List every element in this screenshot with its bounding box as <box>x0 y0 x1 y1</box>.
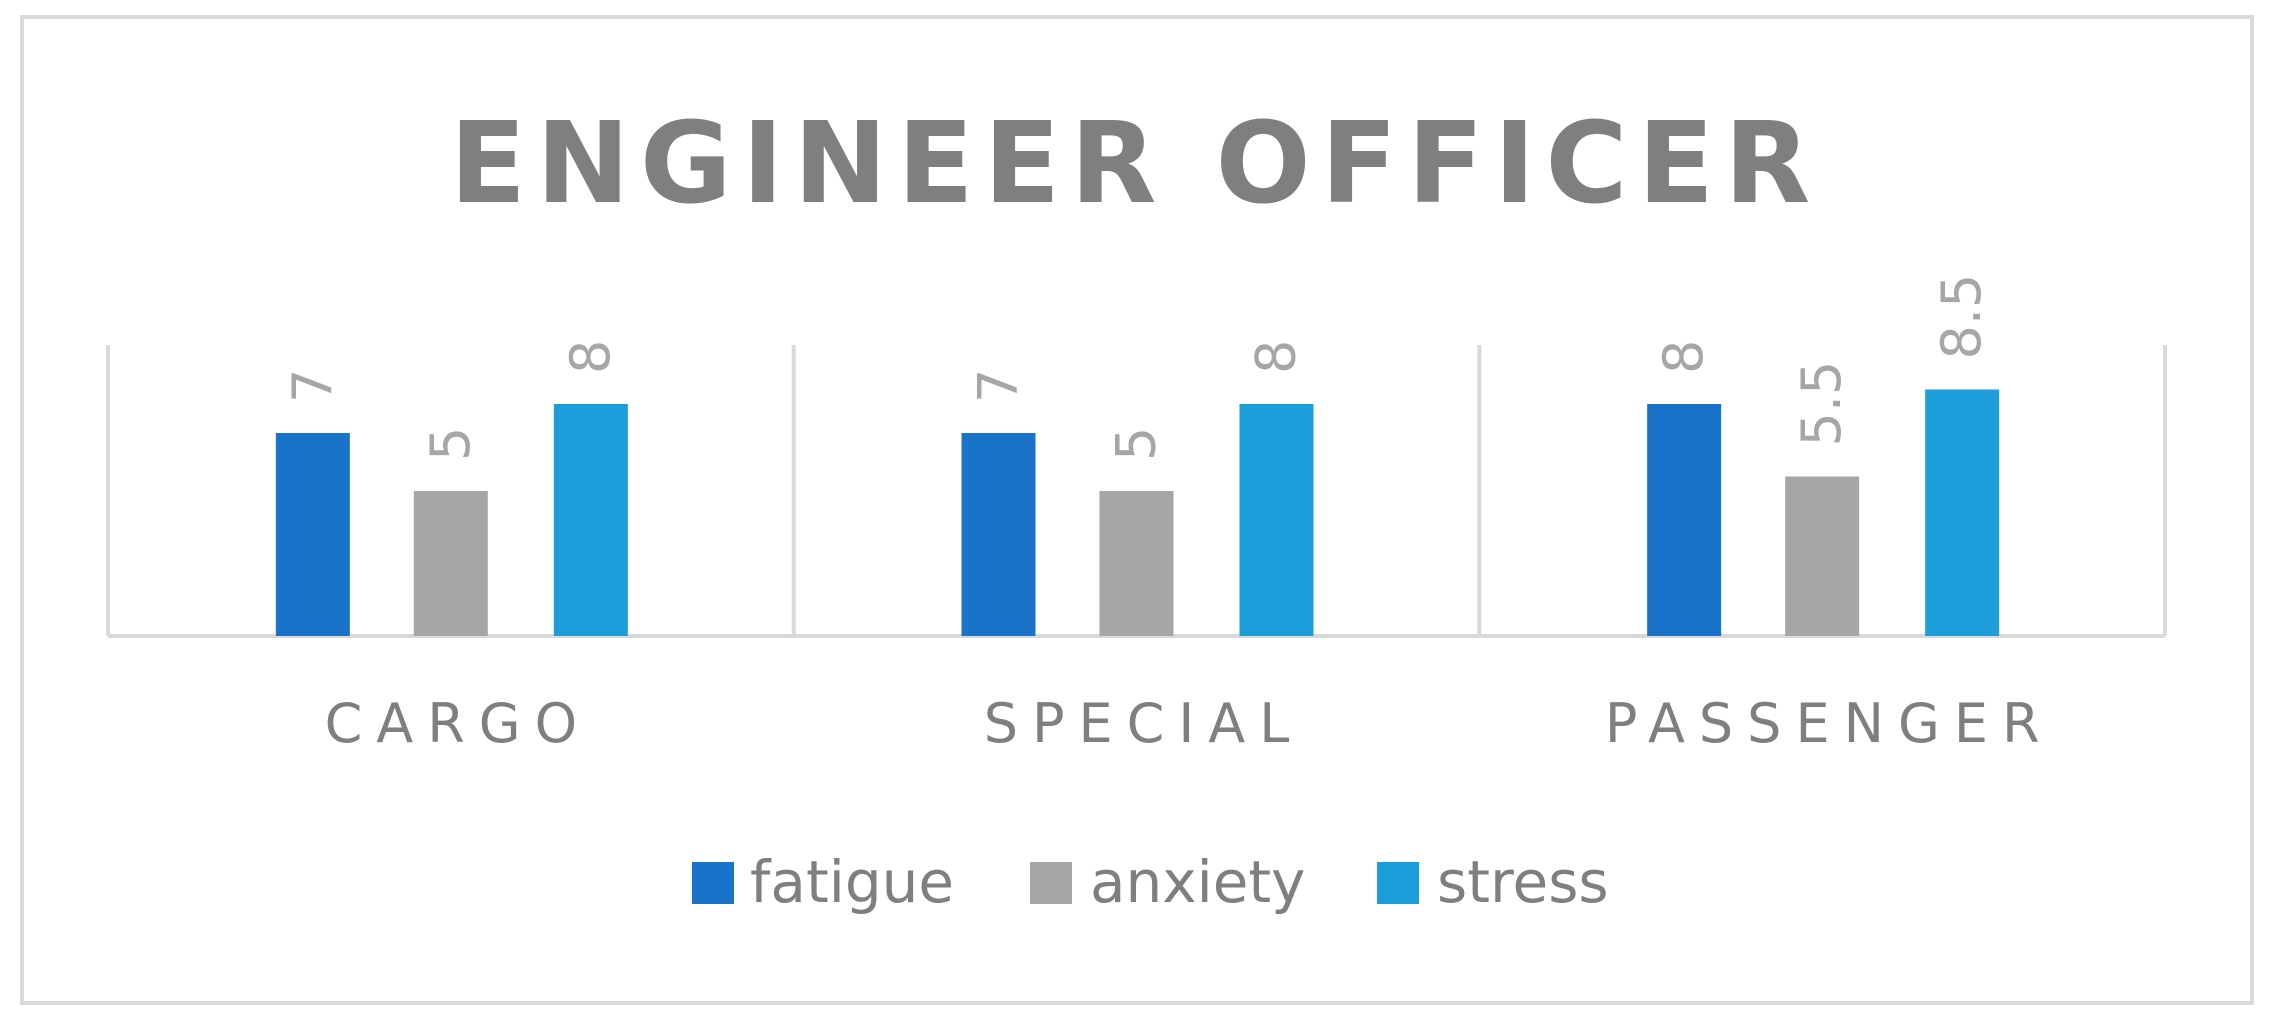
bar-fatigue-special <box>961 433 1036 636</box>
bar-anxiety-special <box>1099 491 1174 636</box>
category-label-cargo: CARGO <box>325 692 592 755</box>
legend-label-stress: stress <box>1437 848 1609 916</box>
bars <box>275 389 2000 636</box>
bar-stress-special <box>1239 404 1314 636</box>
category-label-special: SPECIAL <box>984 692 1304 755</box>
data-label-anxiety-cargo: 5 <box>419 427 482 461</box>
data-label-anxiety-passenger: 5.5 <box>1790 361 1853 447</box>
data-label-stress-passenger: 8.5 <box>1930 274 1993 360</box>
legend-swatch-stress <box>1377 862 1419 904</box>
data-label-anxiety-special: 5 <box>1105 427 1168 461</box>
data-label-fatigue-special: 7 <box>967 369 1030 403</box>
bar-stress-cargo <box>553 404 628 636</box>
legend-swatch-anxiety <box>1030 862 1072 904</box>
data-labels: 7 5 8 7 5 8 8 5.5 8.5 <box>281 274 1993 461</box>
legend-swatch-fatigue <box>692 862 734 904</box>
data-label-stress-cargo: 8 <box>559 340 622 374</box>
data-label-fatigue-passenger: 8 <box>1652 340 1715 374</box>
legend: fatigue anxiety stress <box>692 848 1609 916</box>
bar-fatigue-passenger <box>1647 404 1722 636</box>
legend-label-fatigue: fatigue <box>750 848 954 916</box>
category-label-passenger: PASSENGER <box>1605 692 2054 755</box>
legend-label-anxiety: anxiety <box>1090 848 1306 916</box>
bar-anxiety-cargo <box>413 491 488 636</box>
data-label-fatigue-cargo: 7 <box>281 369 344 403</box>
chart-title: ENGINEER OFFICER <box>450 99 1821 229</box>
bar-stress-passenger <box>1925 389 2000 636</box>
bar-anxiety-passenger <box>1785 476 1860 636</box>
category-axis: CARGO SPECIAL PASSENGER <box>325 692 2054 755</box>
bar-fatigue-cargo <box>275 433 350 636</box>
data-label-stress-special: 8 <box>1245 340 1308 374</box>
